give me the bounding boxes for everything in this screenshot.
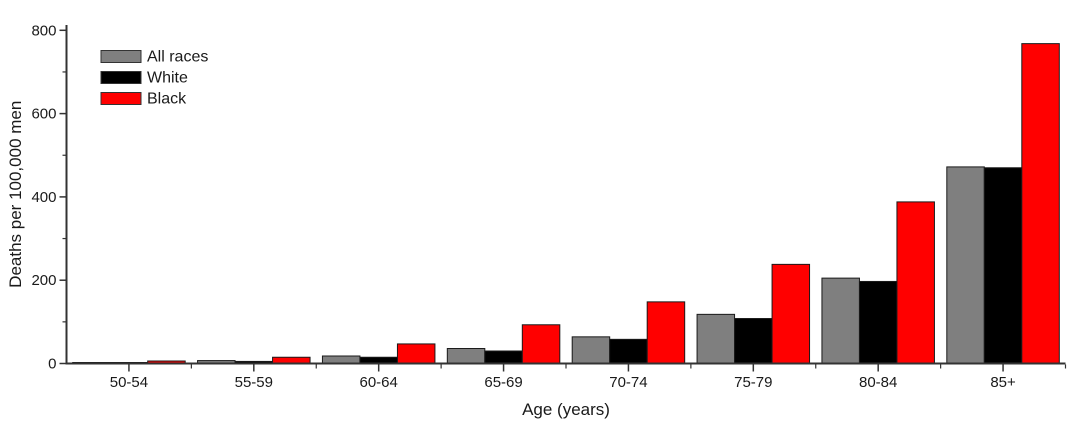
bar-black-85+ xyxy=(1021,43,1060,364)
bar-white-75-79 xyxy=(734,318,773,364)
x-tick-label: 60-64 xyxy=(360,374,398,391)
legend-swatch-black xyxy=(100,92,142,105)
bar-white-65-69 xyxy=(484,350,523,364)
bar-white-85+ xyxy=(983,167,1023,364)
y-tick-label: 800 xyxy=(31,22,56,39)
y-tick-label: 400 xyxy=(31,189,56,206)
bar-all-races-85+ xyxy=(946,166,985,364)
bar-white-80-84 xyxy=(858,280,898,365)
bar-white-70-74 xyxy=(609,338,648,364)
x-tick-label: 55-59 xyxy=(235,374,273,391)
x-tick-label: 50-54 xyxy=(110,374,148,391)
y-tick-label: 600 xyxy=(31,106,56,123)
y-axis-title: Deaths per 100,000 men xyxy=(6,101,25,288)
legend-swatch-all-races xyxy=(100,50,142,63)
x-tick-label: 70-74 xyxy=(609,374,647,391)
legend-label-all-races: All races xyxy=(147,49,208,66)
bar-black-75-79 xyxy=(771,263,811,364)
x-tick-label: 75-79 xyxy=(734,374,772,391)
bar-black-80-84 xyxy=(896,201,935,364)
legend-label-black: Black xyxy=(147,91,187,108)
y-tick-label: 200 xyxy=(31,272,56,289)
y-tick-label: 0 xyxy=(48,356,56,373)
x-axis-title: Age (years) xyxy=(522,400,610,419)
bar-all-races-75-79 xyxy=(696,313,736,365)
bar-black-70-74 xyxy=(646,301,686,364)
bar-all-races-70-74 xyxy=(571,336,611,364)
legend-swatch-white xyxy=(100,71,142,84)
legend-label-white: White xyxy=(147,70,188,87)
bar-black-65-69 xyxy=(521,324,561,364)
x-tick-label: 80-84 xyxy=(859,374,897,391)
bar-black-60-64 xyxy=(396,343,436,365)
bar-all-races-65-69 xyxy=(446,348,486,365)
bar-all-races-60-64 xyxy=(321,355,361,364)
x-tick-label: 65-69 xyxy=(484,374,522,391)
x-tick-label: 85+ xyxy=(990,374,1016,391)
bar-all-races-80-84 xyxy=(821,277,860,364)
